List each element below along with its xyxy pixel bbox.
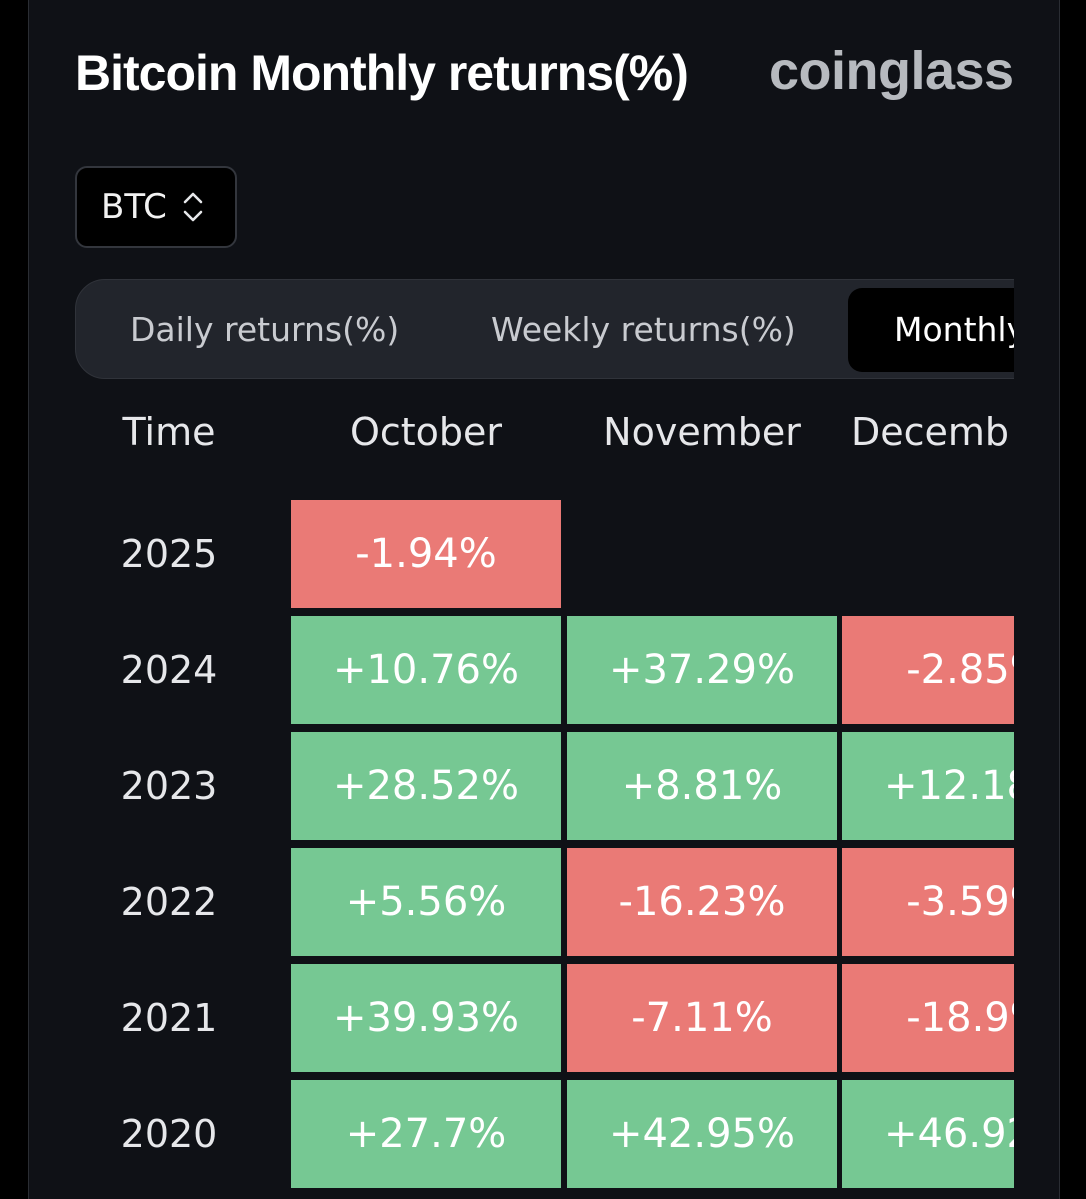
column-header-october: October [349, 410, 503, 454]
column-header-time: Time [122, 410, 216, 454]
row-year: 2025 [120, 532, 218, 576]
return-cell[interactable]: -18.9% [842, 964, 1014, 1072]
tab-bar-track: Daily returns(%) Weekly returns(%) Month… [75, 279, 1014, 379]
return-cell[interactable]: -2.85% [842, 616, 1014, 724]
row-year: 2022 [120, 880, 218, 924]
row-year: 2024 [120, 648, 218, 692]
return-cell[interactable]: +8.81% [567, 732, 837, 840]
return-cell[interactable]: +5.56% [291, 848, 561, 956]
row-year: 2020 [120, 1112, 218, 1156]
brand-logo: coinglass [769, 41, 1014, 101]
return-cell[interactable]: +12.18% [842, 732, 1014, 840]
return-cell[interactable]: -1.94% [291, 500, 561, 608]
page-title: Bitcoin Monthly returns(%) [75, 45, 689, 101]
return-cell[interactable]: +10.76% [291, 616, 561, 724]
return-cell[interactable]: +37.29% [567, 616, 837, 724]
return-cell[interactable]: +42.95% [567, 1080, 837, 1188]
return-cell[interactable]: +46.92% [842, 1080, 1014, 1188]
column-header-november: November [603, 410, 801, 454]
return-cell[interactable]: -7.11% [567, 964, 837, 1072]
returns-table[interactable]: Time October November Decemb 2025 -1.94% 2… [75, 390, 1014, 1199]
returns-panel: Bitcoin Monthly returns(%) coinglass BTC… [28, 0, 1060, 1199]
return-cell[interactable]: +28.52% [291, 732, 561, 840]
coin-select[interactable]: BTC [75, 166, 237, 248]
return-cell[interactable]: +39.93% [291, 964, 561, 1072]
row-year: 2023 [120, 764, 218, 808]
return-cell[interactable]: -16.23% [567, 848, 837, 956]
chevron-updown-icon [183, 192, 203, 222]
tab-monthly-returns[interactable]: Monthly [848, 288, 1014, 372]
tab-weekly-returns[interactable]: Weekly returns(%) [491, 310, 796, 349]
tab-bar: Daily returns(%) Weekly returns(%) Month… [75, 279, 1014, 381]
coin-select-value: BTC [101, 187, 167, 227]
return-cell[interactable]: +27.7% [291, 1080, 561, 1188]
return-cell[interactable]: -3.59% [842, 848, 1014, 956]
tab-daily-returns[interactable]: Daily returns(%) [130, 310, 400, 349]
row-year: 2021 [120, 996, 218, 1040]
column-header-december: Decemb [851, 410, 1010, 454]
